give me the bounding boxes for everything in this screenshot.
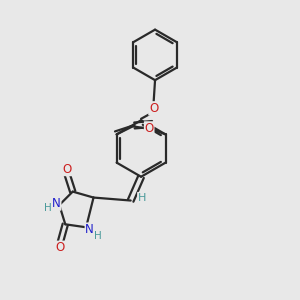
Text: H: H — [138, 193, 146, 202]
Text: O: O — [145, 122, 154, 135]
Text: O: O — [55, 241, 64, 254]
Text: H: H — [44, 203, 52, 213]
Text: O: O — [62, 163, 71, 176]
Text: O: O — [149, 102, 158, 115]
Text: N: N — [85, 223, 94, 236]
Text: N: N — [52, 197, 61, 210]
Text: H: H — [94, 231, 102, 241]
